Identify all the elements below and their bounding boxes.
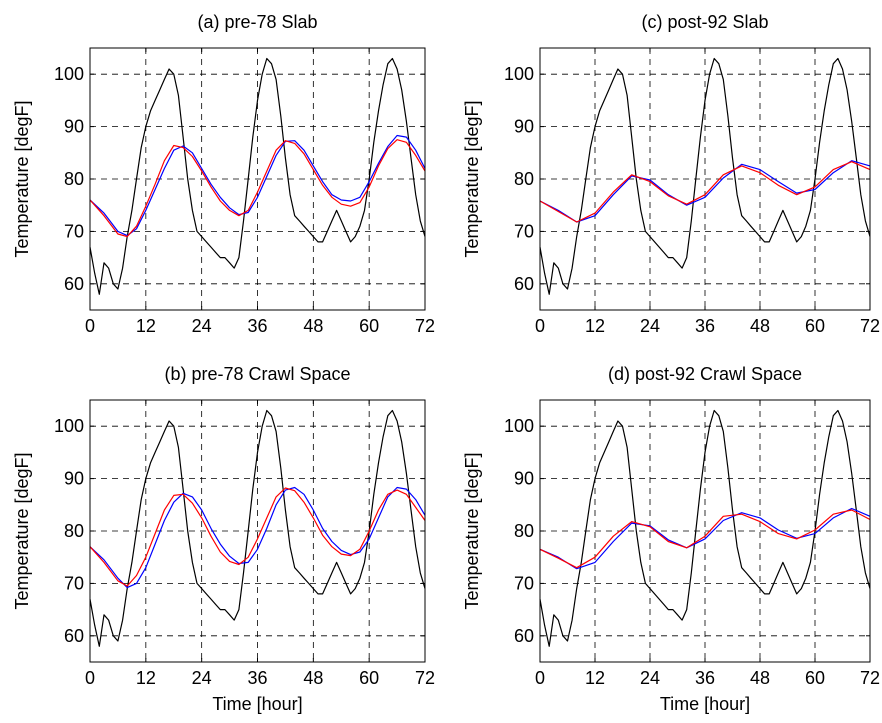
x-tick-label: 72	[415, 316, 435, 336]
y-tick-label: 70	[514, 573, 534, 593]
x-axis-label: Time [hour]	[660, 694, 750, 714]
series-line-0	[539, 57, 871, 295]
y-tick-label: 60	[514, 626, 534, 646]
y-tick-label: 90	[514, 469, 534, 489]
series-line-1	[539, 507, 871, 570]
x-tick-label: 72	[860, 316, 880, 336]
x-tick-label: 60	[805, 668, 825, 688]
chart-panel-3: 0 12 24 36 48 60 72 60 70 80 90 100 (d) post-92 Craw…	[462, 364, 880, 714]
x-tick-label: 60	[359, 316, 379, 336]
chart-title: (c) post-92 Slab	[641, 12, 768, 32]
x-tick-label: 12	[136, 316, 156, 336]
x-tick-label: 72	[415, 668, 435, 688]
y-tick-label: 100	[504, 64, 534, 84]
chart-panel-1: 0 12 24 36 48 60 72 60 70 80 90 100 (c) post-92 Slab…	[462, 12, 880, 336]
chart-panel-2: 0 12 24 36 48 60 72 60 70 80 90 100 (b) pre-78 Crawl…	[12, 364, 435, 714]
y-axis-label: Temperature [degF]	[462, 100, 482, 257]
series-line-1	[89, 134, 426, 237]
x-tick-label: 48	[750, 668, 770, 688]
y-tick-label: 80	[514, 521, 534, 541]
y-tick-label: 80	[514, 169, 534, 189]
x-tick-label: 24	[640, 668, 660, 688]
y-axis-label: Temperature [degF]	[12, 452, 32, 609]
x-tick-label: 60	[805, 316, 825, 336]
y-tick-label: 60	[64, 626, 84, 646]
y-tick-label: 60	[64, 274, 84, 294]
y-tick-label: 100	[54, 64, 84, 84]
x-tick-label: 12	[585, 668, 605, 688]
x-tick-label: 48	[303, 316, 323, 336]
y-tick-label: 90	[64, 469, 84, 489]
y-tick-label: 100	[54, 416, 84, 436]
y-tick-label: 90	[64, 117, 84, 137]
y-tick-label: 70	[514, 221, 534, 241]
x-axis-label: Time [hour]	[212, 694, 302, 714]
x-tick-label: 48	[303, 668, 323, 688]
x-tick-label: 24	[192, 316, 212, 336]
x-tick-label: 12	[585, 316, 605, 336]
x-tick-label: 0	[535, 316, 545, 336]
x-tick-label: 12	[136, 668, 156, 688]
y-tick-label: 80	[64, 169, 84, 189]
x-tick-label: 0	[535, 668, 545, 688]
x-tick-label: 36	[695, 316, 715, 336]
x-tick-label: 0	[85, 668, 95, 688]
series-line-2	[89, 139, 426, 238]
chart-title: (d) post-92 Crawl Space	[608, 364, 802, 384]
series-line-0	[539, 409, 871, 647]
y-tick-label: 100	[504, 416, 534, 436]
chart-panel-0: 0 12 24 36 48 60 72 60 70 80 90 100 (a) pre-78 Slab T…	[12, 12, 435, 336]
chart-title: (a) pre-78 Slab	[197, 12, 317, 32]
series-line-0	[89, 57, 426, 295]
y-tick-label: 80	[64, 521, 84, 541]
x-tick-label: 36	[247, 316, 267, 336]
series-line-2	[89, 487, 426, 587]
x-tick-label: 48	[750, 316, 770, 336]
y-tick-label: 70	[64, 221, 84, 241]
x-tick-label: 24	[640, 316, 660, 336]
y-tick-label: 70	[64, 573, 84, 593]
y-tick-label: 90	[514, 117, 534, 137]
x-tick-label: 24	[192, 668, 212, 688]
x-tick-label: 60	[359, 668, 379, 688]
chart-title: (b) pre-78 Crawl Space	[164, 364, 350, 384]
y-tick-label: 60	[514, 274, 534, 294]
x-tick-label: 36	[247, 668, 267, 688]
y-axis-label: Temperature [degF]	[462, 452, 482, 609]
series-line-1	[89, 486, 426, 589]
y-axis-label: Temperature [degF]	[12, 100, 32, 257]
series-line-2	[539, 509, 871, 569]
series-line-1	[539, 160, 871, 223]
x-tick-label: 72	[860, 668, 880, 688]
series-line-2	[539, 161, 871, 223]
x-tick-label: 0	[85, 316, 95, 336]
x-tick-label: 36	[695, 668, 715, 688]
